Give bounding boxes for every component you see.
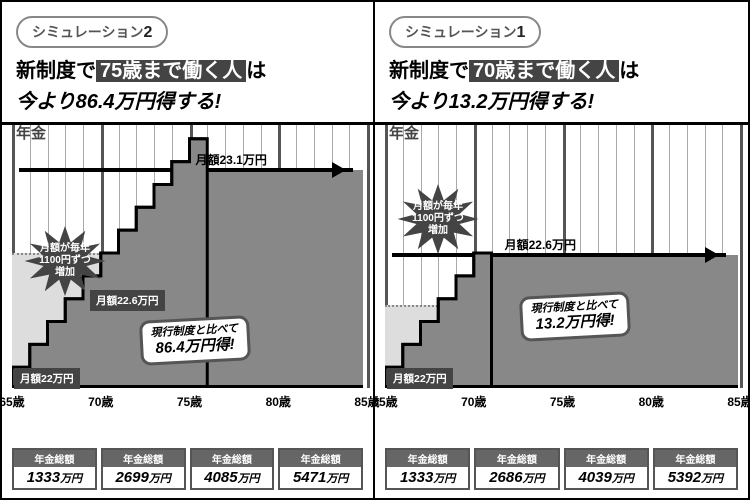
badge-low: 月額22万円 [387, 368, 453, 389]
total-box: 年金総額5471万円 [278, 448, 363, 490]
xtick: 70歳 [88, 393, 113, 410]
total-box: 年金総額2699万円 [101, 448, 186, 490]
title-sim1: 新制度で70歳まで働く人は 今より13.2万円得する! [375, 48, 748, 125]
xtick: 75歳 [177, 393, 202, 410]
chart-sim2: 年金 月額23.1万円月額22万円月額22.6万円月額が毎年1100円ずつ増加現… [12, 118, 363, 418]
total-box: 年金総額4039万円 [564, 448, 649, 490]
callout: 現行制度と比べて86.4万円得! [140, 318, 250, 363]
callout: 現行制度と比べて13.2万円得! [520, 294, 630, 339]
xtick: 80歳 [266, 393, 291, 410]
xtick: 65歳 [372, 393, 397, 410]
title-sim2: 新制度で75歳まで働く人は 今より86.4万円得する! [2, 48, 373, 125]
xtick: 70歳 [461, 393, 486, 410]
total-box: 年金総額4085万円 [190, 448, 275, 490]
total-box: 年金総額5392万円 [653, 448, 738, 490]
total-box: 年金総額1333万円 [12, 448, 97, 490]
figure: シミュレーション2 新制度で75歳まで働く人は 今より86.4万円得する! 年金… [0, 0, 750, 500]
xtick: 85歳 [727, 393, 750, 410]
burst-note: 月額が毎年1100円ずつ増加 [20, 226, 110, 296]
arrow-label: 月額23.1万円 [190, 148, 273, 171]
totals-sim2: 年金総額1333万円年金総額2699万円年金総額4085万円年金総額5471万円 [12, 448, 363, 490]
burst-note: 月額が毎年1100円ずつ増加 [393, 184, 483, 254]
badge-low: 月額22万円 [14, 368, 80, 389]
xtick: 75歳 [550, 393, 575, 410]
total-box: 年金総額1333万円 [385, 448, 470, 490]
totals-sim1: 年金総額1333万円年金総額2686万円年金総額4039万円年金総額5392万円 [385, 448, 738, 490]
xtick: 65歳 [0, 393, 25, 410]
panel-sim1: シミュレーション1 新制度で70歳まで働く人は 今より13.2万円得する! 年金… [375, 2, 748, 498]
tab-sim1: シミュレーション1 [389, 16, 541, 48]
xtick: 80歳 [639, 393, 664, 410]
chart-sim1: 年金 月額22.6万円月額22万円月額が毎年1100円ずつ増加現行制度と比べて1… [385, 118, 738, 418]
panel-sim2: シミュレーション2 新制度で75歳まで働く人は 今より86.4万円得する! 年金… [2, 2, 375, 498]
total-box: 年金総額2686万円 [474, 448, 559, 490]
arrow-label: 月額22.6万円 [499, 233, 582, 256]
tab-sim2: シミュレーション2 [16, 16, 168, 48]
